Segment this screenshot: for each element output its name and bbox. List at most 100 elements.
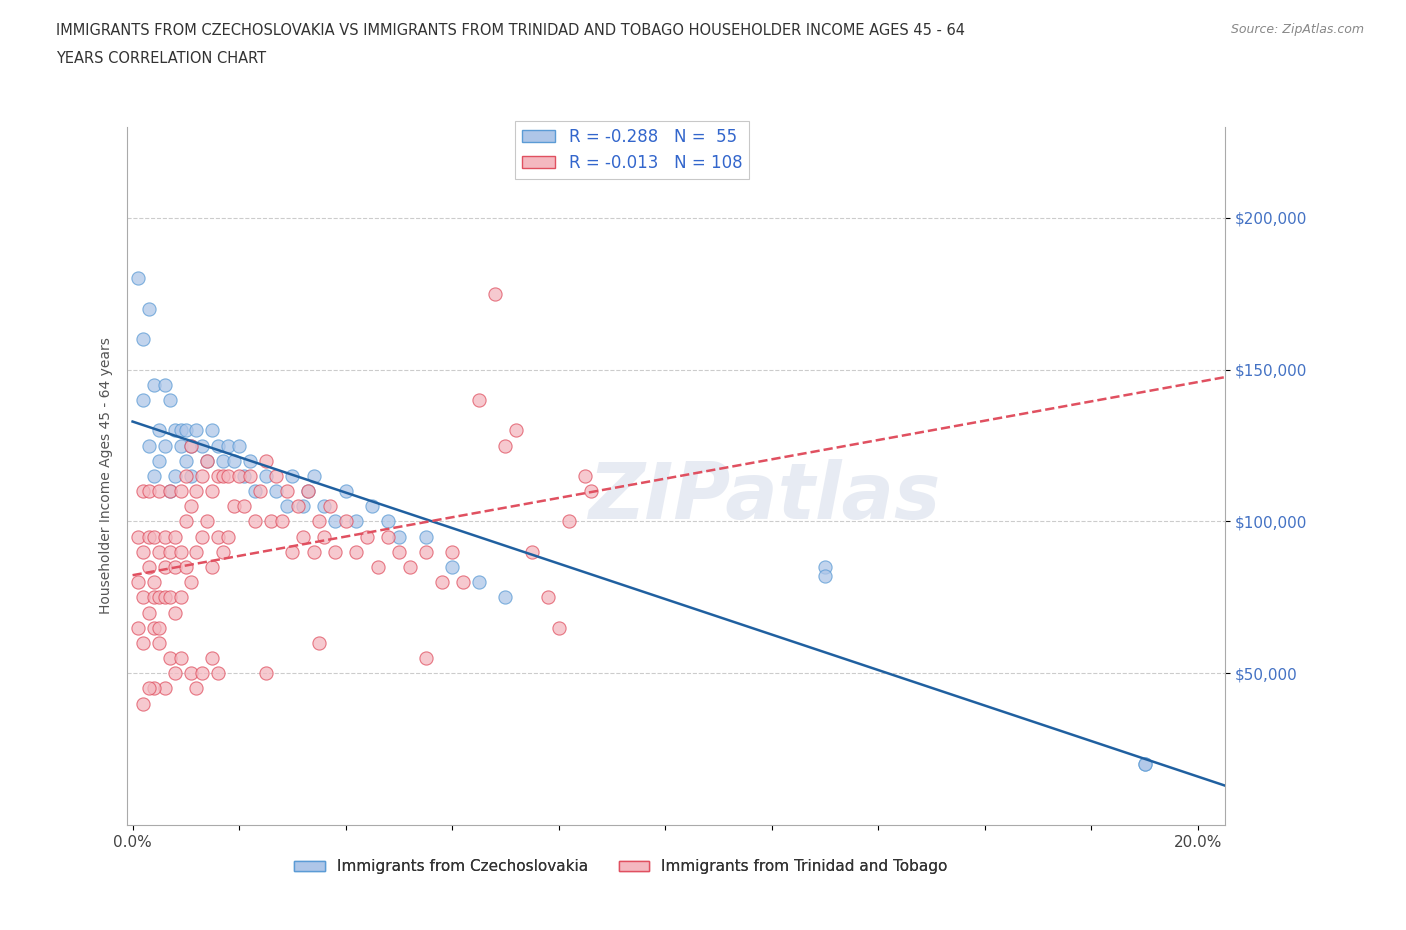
Point — [169, 651, 191, 666]
Point — [505, 423, 527, 438]
Point — [159, 544, 181, 559]
Point — [207, 469, 229, 484]
Point — [367, 560, 389, 575]
Point — [276, 498, 298, 513]
Point — [201, 423, 224, 438]
Point — [127, 529, 149, 544]
Point — [468, 575, 491, 590]
Point — [201, 484, 224, 498]
Point — [180, 438, 202, 453]
Point — [335, 514, 357, 529]
Point — [186, 681, 208, 696]
Point — [148, 544, 170, 559]
Point — [270, 514, 292, 529]
Point — [142, 575, 165, 590]
Point — [494, 590, 516, 604]
Point — [142, 529, 165, 544]
Point — [207, 438, 229, 453]
Point — [174, 469, 197, 484]
Point — [249, 484, 271, 498]
Point — [415, 544, 437, 559]
Point — [388, 529, 411, 544]
Point — [153, 529, 176, 544]
Text: YEARS CORRELATION CHART: YEARS CORRELATION CHART — [56, 51, 266, 66]
Point — [388, 544, 411, 559]
Point — [186, 423, 208, 438]
Point — [302, 469, 325, 484]
Point — [537, 590, 560, 604]
Point — [186, 544, 208, 559]
Point — [132, 590, 155, 604]
Point — [212, 469, 235, 484]
Point — [302, 544, 325, 559]
Point — [165, 469, 187, 484]
Point — [254, 453, 277, 468]
Point — [165, 666, 187, 681]
Point — [292, 529, 315, 544]
Point — [356, 529, 378, 544]
Point — [132, 697, 155, 711]
Point — [212, 453, 235, 468]
Point — [174, 423, 197, 438]
Point — [132, 635, 155, 650]
Point — [148, 635, 170, 650]
Point — [153, 681, 176, 696]
Point — [132, 484, 155, 498]
Point — [186, 484, 208, 498]
Text: Source: ZipAtlas.com: Source: ZipAtlas.com — [1230, 23, 1364, 36]
Point — [297, 484, 319, 498]
Point — [169, 484, 191, 498]
Point — [153, 438, 176, 453]
Point — [323, 514, 346, 529]
Point — [148, 423, 170, 438]
Point — [191, 469, 214, 484]
Text: IMMIGRANTS FROM CZECHOSLOVAKIA VS IMMIGRANTS FROM TRINIDAD AND TOBAGO HOUSEHOLDE: IMMIGRANTS FROM CZECHOSLOVAKIA VS IMMIGR… — [56, 23, 966, 38]
Point — [142, 681, 165, 696]
Point — [148, 590, 170, 604]
Point — [169, 544, 191, 559]
Point — [180, 575, 202, 590]
Point — [281, 469, 304, 484]
Point — [207, 666, 229, 681]
Point — [138, 560, 160, 575]
Point — [217, 438, 239, 453]
Point — [260, 514, 283, 529]
Point — [547, 620, 569, 635]
Point — [138, 438, 160, 453]
Point — [266, 469, 288, 484]
Point — [174, 453, 197, 468]
Point — [217, 469, 239, 484]
Point — [430, 575, 453, 590]
Text: ZIPatlas: ZIPatlas — [588, 458, 939, 535]
Point — [243, 484, 266, 498]
Legend: Immigrants from Czechoslovakia, Immigrants from Trinidad and Tobago: Immigrants from Czechoslovakia, Immigran… — [288, 853, 953, 881]
Point — [180, 469, 202, 484]
Point — [308, 635, 330, 650]
Point — [344, 514, 367, 529]
Point — [212, 544, 235, 559]
Point — [377, 514, 399, 529]
Point — [201, 560, 224, 575]
Point — [180, 498, 202, 513]
Y-axis label: Householder Income Ages 45 - 64 years: Householder Income Ages 45 - 64 years — [100, 338, 114, 615]
Point — [138, 484, 160, 498]
Point — [451, 575, 474, 590]
Point — [142, 590, 165, 604]
Point — [195, 453, 218, 468]
Point — [159, 484, 181, 498]
Point — [142, 378, 165, 392]
Point — [148, 620, 170, 635]
Point — [191, 529, 214, 544]
Point — [201, 651, 224, 666]
Point — [287, 498, 309, 513]
Point — [239, 453, 262, 468]
Point — [169, 438, 191, 453]
Point — [1133, 757, 1156, 772]
Point — [484, 286, 506, 301]
Point — [148, 453, 170, 468]
Point — [814, 568, 837, 583]
Point — [159, 590, 181, 604]
Point — [233, 469, 256, 484]
Point — [153, 560, 176, 575]
Point — [441, 560, 464, 575]
